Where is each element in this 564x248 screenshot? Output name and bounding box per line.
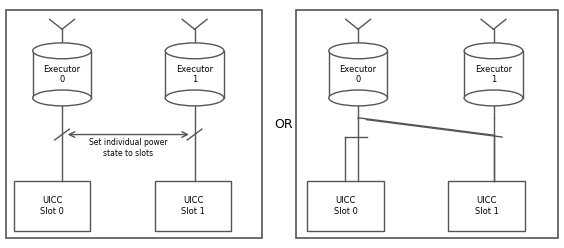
- Polygon shape: [329, 51, 387, 98]
- Text: OR: OR: [274, 118, 293, 130]
- Bar: [296, 10, 558, 238]
- Ellipse shape: [464, 43, 523, 59]
- Bar: [14, 181, 90, 231]
- Ellipse shape: [33, 90, 91, 106]
- Text: UICC
Slot 0: UICC Slot 0: [40, 196, 64, 216]
- Ellipse shape: [33, 43, 91, 59]
- Text: UICC
Slot 1: UICC Slot 1: [474, 196, 499, 216]
- Bar: [307, 181, 384, 231]
- Text: UICC
Slot 0: UICC Slot 0: [333, 196, 358, 216]
- Bar: [155, 181, 231, 231]
- Text: UICC
Slot 1: UICC Slot 1: [181, 196, 205, 216]
- Polygon shape: [464, 51, 523, 98]
- Ellipse shape: [329, 43, 387, 59]
- Bar: [6, 10, 262, 238]
- Polygon shape: [165, 51, 224, 98]
- Ellipse shape: [165, 90, 224, 106]
- Text: Executor
0: Executor 0: [340, 65, 377, 84]
- Text: Set individual power
state to slots: Set individual power state to slots: [89, 138, 168, 158]
- Polygon shape: [33, 51, 91, 98]
- Text: Executor
1: Executor 1: [176, 65, 213, 84]
- Bar: [448, 181, 525, 231]
- Text: Executor
1: Executor 1: [475, 65, 512, 84]
- Ellipse shape: [329, 90, 387, 106]
- Ellipse shape: [165, 43, 224, 59]
- Text: Executor
0: Executor 0: [43, 65, 81, 84]
- Ellipse shape: [464, 90, 523, 106]
